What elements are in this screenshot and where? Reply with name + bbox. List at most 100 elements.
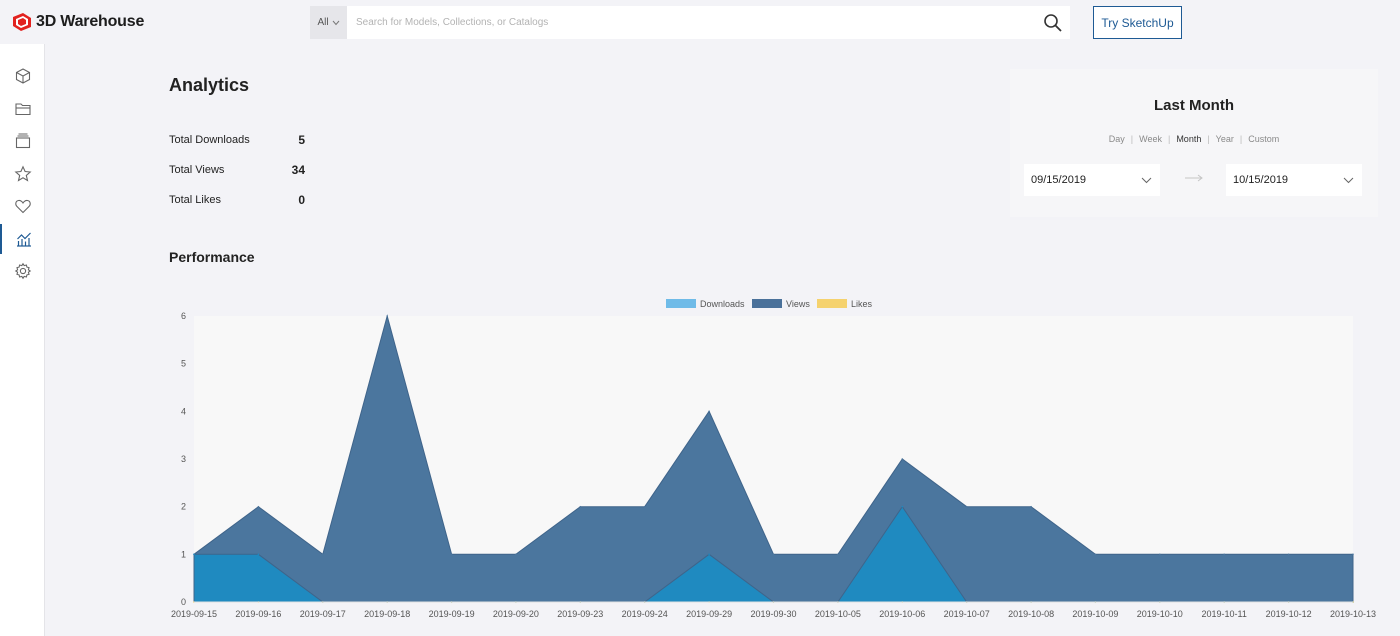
data-point-views[interactable]: [257, 505, 260, 508]
search-icon: [1044, 13, 1062, 32]
data-point-downloads[interactable]: [193, 553, 195, 556]
period-separator: |: [1239, 134, 1243, 144]
search-bar: All: [310, 6, 1070, 39]
x-tick-label: 2019-09-17: [300, 609, 346, 619]
search-button[interactable]: [1036, 6, 1070, 39]
total-likes-label: Total Likes: [169, 194, 221, 206]
legend-swatch-views[interactable]: [752, 299, 782, 308]
sidebar-item-catalogs[interactable]: [0, 126, 45, 156]
x-tick-label: 2019-09-29: [686, 609, 732, 619]
search-scope-label: All: [317, 17, 329, 28]
sidebar-item-models[interactable]: [0, 61, 45, 91]
data-point-views[interactable]: [579, 505, 582, 508]
top-bar: 3D Warehouse All Try SketchUp: [0, 0, 1400, 44]
data-point-views[interactable]: [1159, 553, 1161, 556]
end-date-value: 10/15/2019: [1233, 174, 1289, 186]
x-tick-label: 2019-09-24: [622, 609, 668, 619]
legend-label-views[interactable]: Views: [786, 299, 810, 309]
data-point-views[interactable]: [708, 410, 710, 413]
y-tick-label: 5: [181, 359, 186, 369]
x-tick-label: 2019-10-08: [1008, 609, 1054, 619]
period-separator: |: [1207, 134, 1210, 144]
total-downloads-value: 5: [298, 133, 305, 147]
sidebar-item-collections[interactable]: [0, 94, 45, 124]
chevron-down-icon: [1343, 177, 1354, 183]
x-tick-label: 2019-10-07: [944, 609, 990, 619]
data-point-views[interactable]: [965, 505, 968, 508]
x-tick-label: 2019-09-16: [235, 609, 281, 619]
x-tick-label: 2019-09-18: [364, 609, 410, 619]
data-point-downloads[interactable]: [708, 553, 710, 556]
x-tick-label: 2019-09-30: [750, 609, 796, 619]
legend-swatch-downloads[interactable]: [666, 299, 696, 308]
total-downloads-label: Total Downloads: [169, 134, 250, 146]
period-selector: Day | Week | Month | Year | Custom: [1010, 134, 1378, 144]
period-custom[interactable]: Custom: [1248, 134, 1280, 144]
period-year[interactable]: Year: [1215, 134, 1234, 144]
data-point-views[interactable]: [837, 553, 839, 556]
sidebar: [0, 44, 45, 636]
x-tick-label: 2019-10-11: [1202, 609, 1247, 619]
cube-icon: [15, 68, 30, 84]
x-tick-label: 2019-09-23: [557, 609, 603, 619]
y-tick-label: 1: [181, 549, 186, 559]
y-tick-label: 0: [181, 597, 186, 607]
end-date-select[interactable]: 10/15/2019: [1226, 164, 1362, 196]
sidebar-item-favorites[interactable]: [0, 159, 45, 189]
folder-icon: [14, 103, 31, 116]
data-point-views[interactable]: [386, 315, 388, 317]
y-tick-label: 4: [181, 406, 186, 416]
warehouse-logo-icon: [13, 13, 31, 31]
arrow-right-icon: [1185, 174, 1203, 182]
data-point-views[interactable]: [1094, 553, 1097, 556]
star-icon: [13, 165, 32, 182]
date-range-title: Last Month: [1154, 97, 1234, 114]
try-sketchup-button[interactable]: Try SketchUp: [1093, 6, 1182, 39]
x-tick-label: 2019-10-09: [1072, 609, 1118, 619]
period-separator: |: [1130, 134, 1134, 144]
data-point-views[interactable]: [1287, 553, 1290, 556]
data-point-views[interactable]: [901, 458, 904, 460]
chevron-down-icon: [332, 20, 339, 25]
page-title: Analytics: [169, 75, 250, 95]
search-input[interactable]: [347, 6, 1036, 39]
period-week[interactable]: Week: [1139, 134, 1162, 144]
legend-label-downloads[interactable]: Downloads: [700, 299, 745, 309]
x-tick-label: 2019-09-19: [429, 609, 475, 619]
x-tick-label: 2019-10-12: [1266, 609, 1312, 619]
data-point-views[interactable]: [1030, 505, 1032, 508]
data-point-views[interactable]: [643, 505, 646, 508]
start-date-select[interactable]: 09/15/2019: [1024, 164, 1160, 196]
data-point-views[interactable]: [1352, 553, 1354, 556]
start-date-value: 09/15/2019: [1031, 174, 1087, 186]
total-views-label: Total Views: [169, 164, 225, 176]
total-likes-value: 0: [298, 193, 305, 207]
heart-icon: [14, 199, 31, 214]
data-point-views[interactable]: [450, 553, 453, 556]
period-month[interactable]: Month: [1176, 134, 1202, 144]
legend-label-likes[interactable]: Likes: [851, 299, 873, 309]
data-point-views[interactable]: [322, 553, 324, 556]
data-point-views[interactable]: [1223, 553, 1225, 556]
sidebar-item-likes[interactable]: [0, 191, 45, 221]
x-tick-label: 2019-09-15: [171, 609, 217, 619]
x-tick-label: 2019-10-06: [879, 609, 925, 619]
y-tick-label: 2: [181, 502, 186, 512]
data-point-views[interactable]: [515, 553, 517, 556]
sidebar-item-analytics[interactable]: [0, 224, 45, 254]
period-day[interactable]: Day: [1108, 134, 1125, 144]
catalog-icon: [15, 133, 30, 149]
sidebar-item-settings[interactable]: [0, 256, 45, 286]
analytics-icon: [16, 232, 31, 247]
legend-swatch-likes[interactable]: [817, 299, 847, 308]
chevron-down-icon: [1141, 177, 1152, 183]
x-tick-label: 2019-10-13: [1330, 609, 1376, 619]
x-tick-label: 2019-10-10: [1137, 609, 1183, 619]
data-point-views[interactable]: [772, 553, 775, 556]
data-point-downloads[interactable]: [901, 505, 904, 508]
series-area-views: [193, 314, 1354, 603]
data-point-downloads[interactable]: [257, 553, 260, 556]
logo[interactable]: 3D Warehouse: [11, 11, 144, 33]
search-scope-dropdown[interactable]: All: [310, 6, 347, 39]
